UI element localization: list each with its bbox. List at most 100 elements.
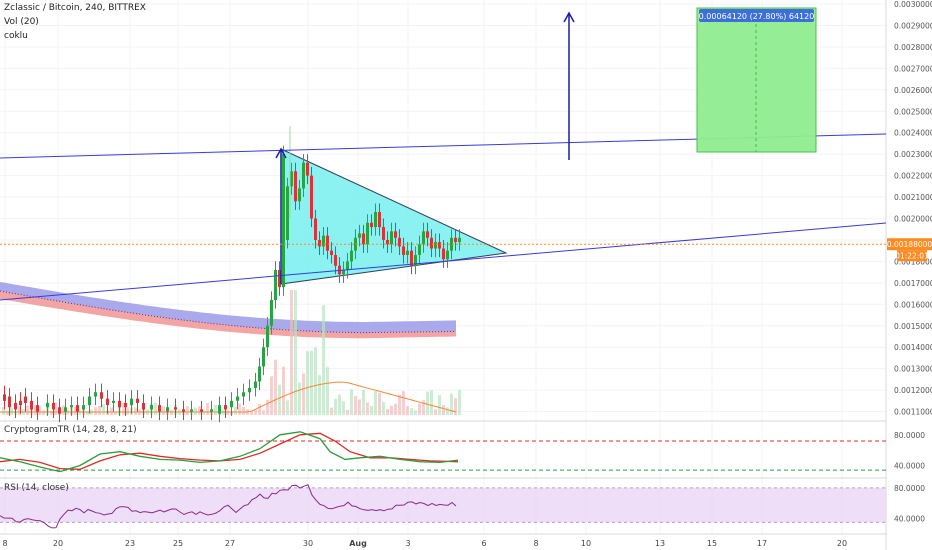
candle-body (266, 325, 269, 348)
volume-bar (302, 373, 305, 415)
volume-bar (314, 346, 317, 415)
volume-bar (214, 404, 217, 415)
candle-body (3, 394, 6, 401)
volume-bar (426, 391, 429, 415)
volume-bar (318, 375, 321, 415)
candle-body (248, 387, 251, 393)
rsi-label: RSI (14, close) (4, 483, 69, 493)
target-arrow-head (563, 11, 575, 23)
ma-band-lower (0, 291, 456, 339)
volume-bar (42, 410, 45, 415)
candle-body (310, 175, 313, 219)
time-axis[interactable]: 8 20 23 25 27 30 Aug 3 6 8 10 13 15 17 20 (2, 539, 847, 548)
volume-bar (162, 406, 165, 415)
candle-body (58, 407, 61, 414)
volume-bar (226, 410, 229, 415)
volume-bar (50, 410, 53, 415)
volume-bar (126, 407, 129, 415)
lower-trendline (0, 222, 887, 301)
time-tick-label: 30 (303, 539, 313, 548)
volume-bar (434, 409, 437, 415)
candle-body (282, 154, 285, 288)
volume-bar (282, 366, 285, 415)
volume-bar (342, 401, 345, 415)
cryptogram-label: CryptogramTR (14, 28, 8, 21) (4, 425, 137, 435)
volume-ma (0, 381, 457, 413)
candle-body (150, 405, 153, 410)
candle-body (70, 405, 73, 408)
volume-bar (66, 410, 69, 415)
volume-bar (258, 404, 261, 415)
candle-body (76, 405, 79, 412)
osc-red-line (0, 432, 459, 470)
candle-body (406, 250, 409, 255)
candle-body (254, 381, 257, 388)
volume-bars (2, 290, 461, 415)
price-tick-label: 0.00200000 (894, 215, 932, 224)
triangle-pattern[interactable] (280, 148, 508, 285)
osc-green-line (0, 431, 459, 473)
price-tick-label: 0.00210000 (894, 193, 932, 202)
time-tick-label: Aug (349, 539, 367, 548)
volume-bar (34, 405, 37, 415)
candle-body (362, 233, 365, 245)
volume-bar (362, 389, 365, 415)
candle-body (350, 250, 353, 262)
volume-bar (354, 396, 357, 415)
candle-body (382, 227, 385, 240)
time-tick-label: 8 (533, 539, 538, 548)
candle-body (262, 347, 265, 367)
rsi-tick-label: 40.0000 (894, 515, 925, 524)
candle-body (322, 235, 325, 247)
price-tick-label: 0.00160000 (894, 300, 932, 309)
candle-body (200, 409, 203, 412)
candle-body (218, 405, 221, 414)
volume-bar (270, 376, 273, 415)
arrows[interactable] (275, 11, 575, 284)
volume-bar (122, 402, 125, 415)
candle-body (14, 402, 17, 410)
volume-bar (386, 409, 389, 415)
volume-bar (458, 389, 461, 415)
volume-bar (430, 390, 433, 415)
volume-bar (326, 366, 329, 415)
candle-body (19, 400, 22, 406)
candle-body (30, 400, 33, 410)
volume-bar (114, 411, 117, 415)
volume-bar (2, 407, 5, 415)
symbol-title: Zclassic / Bitcoin, 240, BITTREX (4, 3, 146, 13)
volume-bar (310, 350, 313, 415)
volume-bar (370, 405, 373, 415)
candle-body (402, 246, 405, 255)
volume-bar (74, 406, 77, 415)
candle-body (142, 402, 145, 410)
volume-bar (250, 411, 253, 415)
volume-bar (338, 394, 341, 415)
candle-body (124, 402, 127, 408)
candle-body (136, 398, 139, 403)
volume-bar (438, 395, 441, 415)
candle-body (426, 231, 429, 238)
target-label: 0.00064120 (27.80%) 64120 (699, 12, 815, 21)
volume-bar (366, 402, 369, 415)
countdown-value: 01:22:01 (895, 252, 929, 261)
volume-bar (94, 407, 97, 415)
volume-bar (134, 407, 137, 415)
price-tick-label: 0.00170000 (894, 279, 932, 288)
price-tick-label: 0.00230000 (894, 150, 932, 159)
trendlines[interactable] (0, 133, 887, 301)
time-tick-label: 27 (225, 539, 235, 548)
volume-bar (322, 305, 325, 415)
price-tick-label: 0.00110000 (894, 408, 932, 417)
volume-bar (10, 407, 13, 415)
candle-body (166, 407, 169, 412)
target-box[interactable]: 0.00064120 (27.80%) 64120 (696, 7, 817, 153)
price-axis[interactable]: 0.00300000 0.00290000 0.00280000 0.00270000… (887, 0, 932, 550)
candle-body (100, 392, 103, 399)
candle-body (410, 250, 413, 266)
cryptogram-pane (0, 431, 886, 473)
candle-body (270, 300, 273, 326)
volume-bar (306, 351, 309, 415)
candle-body (414, 254, 417, 266)
